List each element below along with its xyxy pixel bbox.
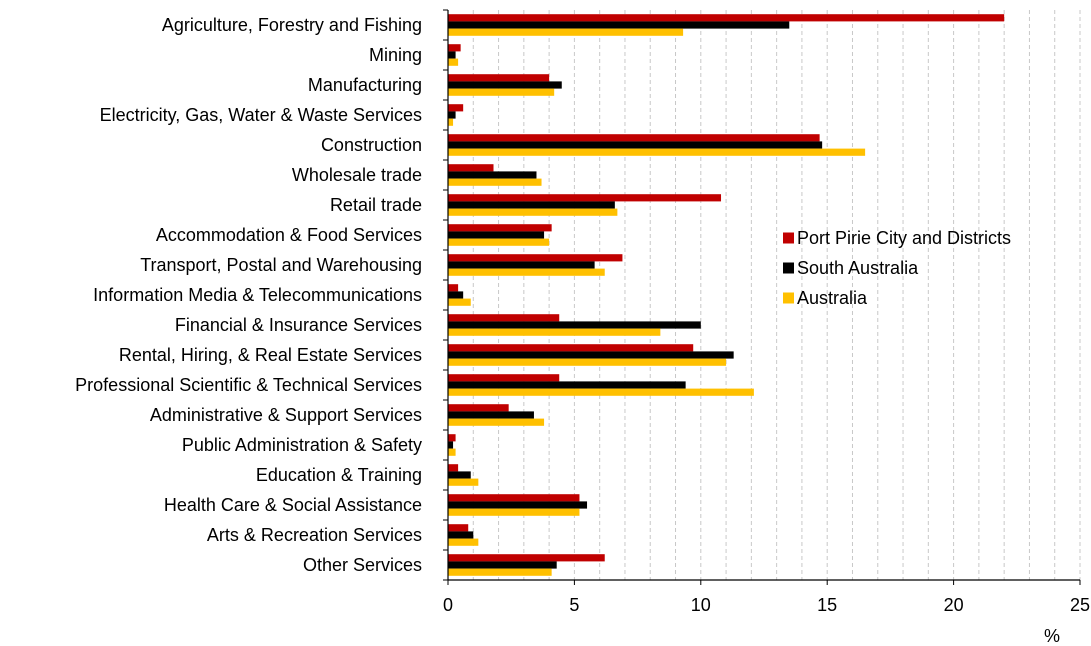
bar-port-pirie bbox=[448, 494, 580, 502]
bar-south-australia bbox=[448, 171, 537, 179]
x-tick-label: 20 bbox=[944, 595, 964, 615]
bar-australia bbox=[448, 118, 454, 126]
bar-south-australia bbox=[448, 531, 474, 539]
bar-south-australia bbox=[448, 351, 734, 359]
bar-port-pirie bbox=[448, 374, 560, 382]
x-tick-label: 25 bbox=[1070, 595, 1090, 615]
bar-australia bbox=[448, 508, 580, 516]
legend-entry-label: Australia bbox=[797, 288, 868, 308]
bar-australia bbox=[448, 58, 459, 66]
bar-south-australia bbox=[448, 381, 686, 389]
category-label: Arts & Recreation Services bbox=[207, 525, 422, 545]
category-label: Public Administration & Safety bbox=[182, 435, 422, 455]
x-tick-label: 10 bbox=[691, 595, 711, 615]
bar-south-australia bbox=[448, 51, 456, 59]
bar-port-pirie bbox=[448, 404, 509, 412]
bar-australia bbox=[448, 178, 542, 186]
category-label: Other Services bbox=[303, 555, 422, 575]
bar-port-pirie bbox=[448, 434, 456, 442]
bar-south-australia bbox=[448, 471, 471, 479]
bar-south-australia bbox=[448, 321, 701, 329]
category-label: Administrative & Support Services bbox=[150, 405, 422, 425]
bar-australia bbox=[448, 298, 471, 306]
legend-swatch bbox=[783, 292, 794, 304]
bar-south-australia bbox=[448, 261, 595, 269]
category-labels: Agriculture, Forestry and Fishing Mining M… bbox=[75, 15, 422, 575]
bar-port-pirie bbox=[448, 524, 469, 532]
category-label: Accommodation & Food Services bbox=[156, 225, 422, 245]
bar-port-pirie bbox=[448, 254, 623, 262]
category-label: Transport, Postal and Warehousing bbox=[140, 255, 422, 275]
bar-port-pirie bbox=[448, 284, 459, 292]
bar-australia bbox=[448, 418, 545, 426]
category-label: Professional Scientific & Technical Serv… bbox=[75, 375, 422, 395]
bar-port-pirie bbox=[448, 344, 694, 352]
category-label: Information Media & Telecommunications bbox=[93, 285, 422, 305]
legend-swatch bbox=[783, 232, 794, 244]
bar-south-australia bbox=[448, 111, 456, 119]
category-label: Electricity, Gas, Water & Waste Services bbox=[100, 105, 422, 125]
axes bbox=[443, 9, 1081, 585]
category-label: Construction bbox=[321, 135, 422, 155]
bar-port-pirie bbox=[448, 314, 560, 322]
category-label: Manufacturing bbox=[308, 75, 422, 95]
bar-australia bbox=[448, 388, 754, 396]
category-label: Mining bbox=[369, 45, 422, 65]
bar-australia bbox=[448, 88, 555, 96]
legend-entry-label: Port Pirie City and Districts bbox=[797, 228, 1011, 248]
bar-south-australia bbox=[448, 21, 790, 29]
bars bbox=[448, 14, 1005, 576]
bar-south-australia bbox=[448, 441, 454, 449]
bar-port-pirie bbox=[448, 464, 459, 472]
x-tick-label: 0 bbox=[443, 595, 453, 615]
x-tick-labels: 0 5 10 15 20 25 bbox=[443, 595, 1090, 615]
category-label: Financial & Insurance Services bbox=[175, 315, 422, 335]
bar-south-australia bbox=[448, 231, 545, 239]
category-label: Retail trade bbox=[330, 195, 422, 215]
bar-south-australia bbox=[448, 201, 615, 209]
bar-port-pirie bbox=[448, 224, 552, 232]
x-tick-label: 15 bbox=[817, 595, 837, 615]
category-label: Wholesale trade bbox=[292, 165, 422, 185]
category-label: Rental, Hiring, & Real Estate Services bbox=[119, 345, 422, 365]
legend-swatch bbox=[783, 262, 794, 274]
bar-south-australia bbox=[448, 561, 557, 569]
legend-entry-label: South Australia bbox=[797, 258, 919, 278]
grid-lines bbox=[472, 10, 1081, 580]
bar-port-pirie bbox=[448, 104, 464, 112]
bar-port-pirie bbox=[448, 164, 494, 172]
bar-australia bbox=[448, 568, 552, 576]
bar-australia bbox=[448, 148, 866, 156]
legend: Port Pirie City and Districts South Austr… bbox=[783, 228, 1011, 308]
bar-australia bbox=[448, 28, 684, 36]
bar-australia bbox=[448, 448, 456, 456]
bar-south-australia bbox=[448, 81, 562, 89]
category-label: Agriculture, Forestry and Fishing bbox=[162, 15, 422, 35]
bar-australia bbox=[448, 478, 479, 486]
x-tick-label: 5 bbox=[569, 595, 579, 615]
bar-south-australia bbox=[448, 501, 588, 509]
bar-south-australia bbox=[448, 291, 464, 299]
bar-australia bbox=[448, 538, 479, 546]
bar-australia bbox=[448, 268, 605, 276]
bar-port-pirie bbox=[448, 14, 1005, 22]
bar-port-pirie bbox=[448, 44, 461, 52]
bar-port-pirie bbox=[448, 194, 722, 202]
category-label: Education & Training bbox=[256, 465, 422, 485]
x-axis-unit-label: % bbox=[1044, 626, 1060, 646]
bar-australia bbox=[448, 328, 661, 336]
bar-port-pirie bbox=[448, 134, 820, 142]
bar-port-pirie bbox=[448, 74, 550, 82]
bar-south-australia bbox=[448, 141, 823, 149]
bar-port-pirie bbox=[448, 554, 605, 562]
bar-australia bbox=[448, 358, 727, 366]
category-label: Health Care & Social Assistance bbox=[164, 495, 422, 515]
bar-south-australia bbox=[448, 411, 534, 419]
bar-australia bbox=[448, 208, 618, 216]
bar-australia bbox=[448, 238, 550, 246]
